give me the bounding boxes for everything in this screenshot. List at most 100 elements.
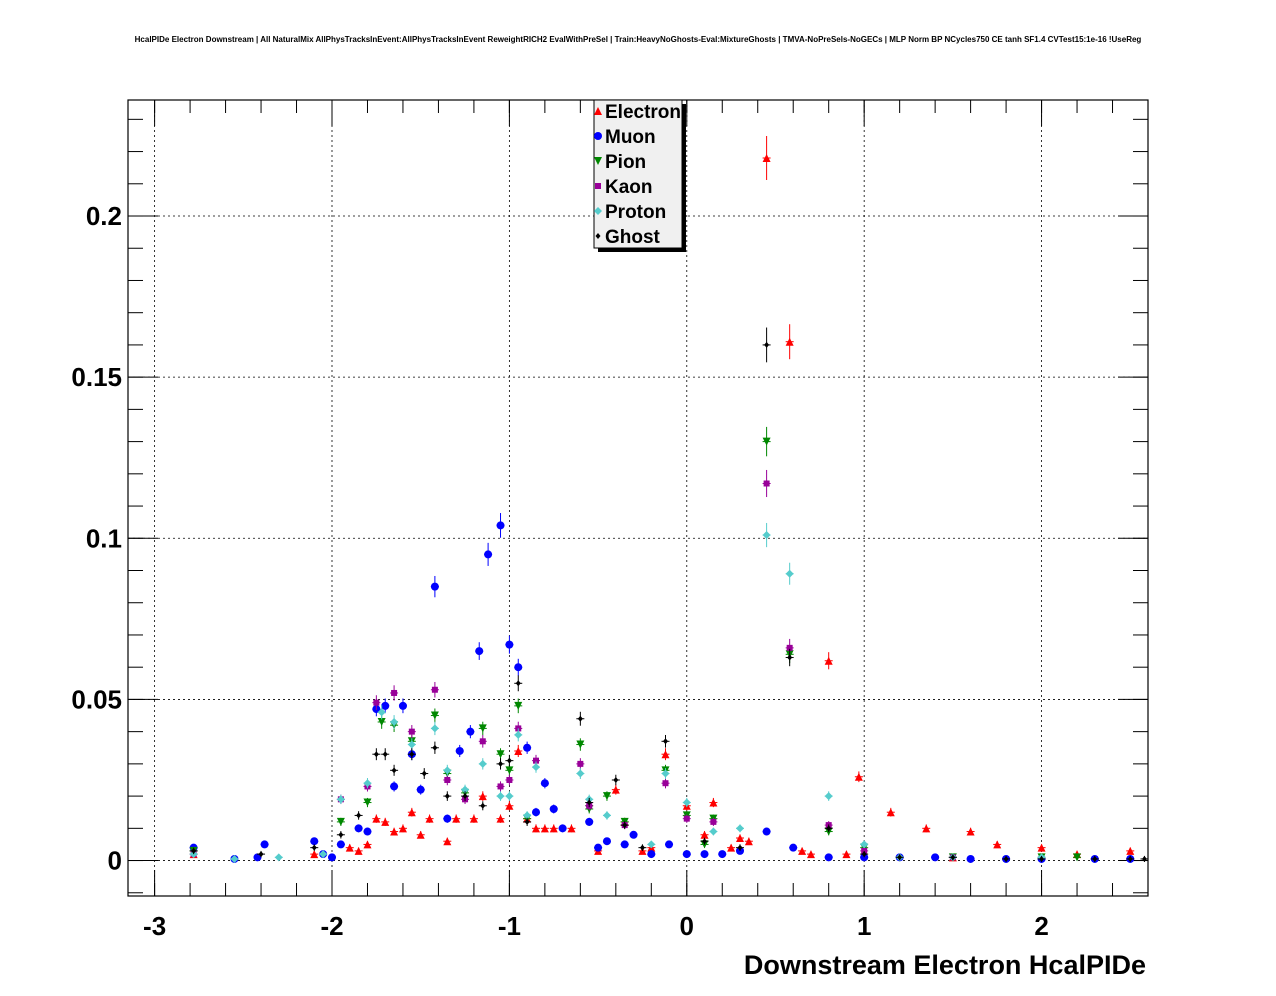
data-point (466, 727, 475, 736)
x-tick-label: -1 (498, 911, 521, 941)
data-point (452, 814, 461, 823)
data-point (506, 776, 513, 783)
data-point (585, 817, 594, 826)
data-point (431, 686, 438, 693)
data-point (260, 840, 269, 849)
x-tick-label: 1 (857, 911, 871, 941)
data-point (407, 808, 416, 817)
x-axis-title: Downstream Electron HcalPIDe (744, 950, 1146, 980)
data-point (496, 750, 505, 759)
data-point (455, 746, 464, 755)
grid-lines (128, 100, 1148, 896)
data-point (443, 766, 452, 775)
data-point (931, 853, 940, 862)
data-point (363, 798, 372, 807)
data-point (443, 814, 452, 823)
data-point (336, 795, 345, 804)
data-point (258, 851, 264, 858)
x-tick-label: 2 (1034, 911, 1048, 941)
data-point (310, 837, 319, 846)
data-point (854, 772, 863, 781)
data-point (762, 531, 771, 540)
data-point (381, 701, 390, 710)
data-point (787, 654, 793, 661)
data-point (602, 837, 611, 846)
data-point (480, 802, 486, 809)
data-point (602, 811, 611, 820)
data-point (861, 851, 867, 858)
data-point (345, 843, 354, 852)
legend-label-pion: Pion (605, 152, 646, 173)
y-tick-label: 0.1 (86, 523, 122, 553)
legend-label-electron: Electron (605, 102, 681, 123)
data-point (532, 824, 540, 833)
data-point (662, 780, 669, 787)
data-point (620, 840, 629, 849)
data-point (377, 717, 386, 726)
data-point (484, 550, 493, 559)
data-point (737, 844, 743, 851)
legend-label-proton: Proton (605, 202, 666, 223)
data-point (505, 801, 514, 810)
data-point (377, 708, 386, 717)
data-point (514, 663, 523, 672)
data-point (416, 830, 425, 839)
data-point (363, 779, 372, 788)
data-point (475, 647, 484, 656)
data-point (506, 757, 512, 764)
data-point (372, 814, 381, 823)
data-point (540, 779, 549, 788)
y-tick-label: 0.15 (71, 362, 122, 392)
data-point (533, 757, 539, 764)
chart-title: HcalPIDe Electron Downstream | All Natur… (135, 35, 1142, 44)
data-point (430, 724, 439, 733)
data-point (647, 840, 656, 849)
y-tick-label: 0 (108, 846, 122, 876)
data-point (390, 717, 399, 726)
data-point (602, 792, 611, 801)
data-point (336, 817, 345, 826)
data-point (191, 847, 197, 854)
data-point (727, 843, 736, 852)
data-point (861, 847, 868, 854)
data-point (709, 798, 718, 807)
data-point (479, 738, 486, 745)
data-point (824, 792, 833, 801)
data-point (611, 785, 620, 794)
data-point (514, 746, 523, 755)
data-point (514, 730, 523, 739)
data-point (540, 824, 549, 833)
data-point (354, 824, 363, 833)
data-point (763, 480, 770, 487)
x-tick-label: -3 (143, 911, 166, 941)
data-point (523, 811, 532, 820)
data-point (274, 853, 283, 862)
data-point (498, 760, 504, 767)
data-point (532, 808, 540, 817)
data-point (253, 853, 262, 862)
data-point (1127, 855, 1133, 862)
data-point (576, 769, 585, 778)
legend-label-kaon: Kaon (605, 177, 653, 198)
data-point (461, 785, 470, 794)
data-point (524, 818, 530, 825)
data-point (682, 850, 691, 859)
data-point (409, 751, 415, 758)
data-point (1073, 853, 1082, 862)
legend-entries: Electron Muon Pion Kaon Proton Ghost (594, 102, 681, 248)
data-point (700, 830, 709, 839)
series-muon (189, 513, 1135, 863)
legend-marker-kaon (595, 183, 601, 189)
data-point (1039, 855, 1045, 862)
data-point (443, 837, 452, 846)
data-point (444, 776, 451, 783)
data-point (886, 808, 895, 817)
data-point (363, 827, 372, 836)
data-point (629, 830, 638, 839)
data-point (496, 814, 505, 823)
data-point (430, 711, 439, 720)
data-point (786, 644, 793, 651)
data-point (1092, 855, 1098, 862)
data-point (662, 738, 668, 745)
data-point (824, 656, 833, 665)
